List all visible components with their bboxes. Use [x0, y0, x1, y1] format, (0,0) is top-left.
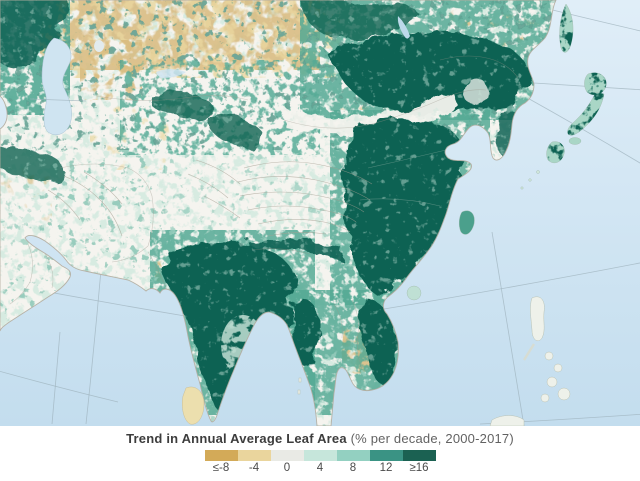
legend-class: 8 — [336, 450, 370, 474]
legend-class: 4 — [303, 450, 337, 474]
island-texture — [546, 4, 607, 163]
legend-swatch — [402, 450, 436, 461]
legend-swatch — [369, 450, 403, 461]
mindanao-island — [557, 387, 571, 401]
aral-sea — [94, 40, 104, 52]
legend-swatch — [303, 450, 337, 461]
visayas-islands — [544, 351, 554, 361]
visayas-islands — [553, 363, 563, 373]
legend-class: -4 — [237, 450, 271, 474]
islands — [182, 3, 607, 426]
relief-contours — [47, 159, 373, 237]
lake-baikal — [397, 16, 410, 39]
legend-label: ≤-8 — [212, 462, 230, 474]
legend-label: 12 — [379, 462, 393, 474]
ryukyu-islands — [528, 178, 532, 182]
legend-label: ≥16 — [409, 462, 429, 474]
luzon-island — [530, 296, 545, 341]
legend-swatch — [336, 450, 370, 461]
ryukyu-islands — [536, 170, 540, 174]
legend-title-bold: Trend in Annual Average Leaf Area — [126, 431, 347, 446]
legend-label: 0 — [283, 462, 291, 474]
legend-bar: ≤-8 -4 0 4 8 12 ≥16 — [0, 450, 640, 474]
pale-islands — [297, 296, 571, 426]
palawan-island — [522, 343, 536, 361]
hainan-island — [406, 285, 422, 301]
sri-lanka-island — [182, 386, 205, 425]
legend-swatch — [204, 450, 238, 461]
rivers — [359, 149, 447, 207]
vegetation-trend-map — [0, 0, 640, 426]
legend-class: ≥16 — [402, 450, 436, 474]
mindanao-island — [540, 393, 550, 403]
legend-band: Trend in Annual Average Leaf Area (% per… — [0, 426, 640, 481]
legend-class: ≤-8 — [204, 450, 238, 474]
borneo-tip — [489, 415, 525, 426]
legend-title-units: (% per decade, 2000-2017) — [350, 431, 514, 446]
legend-swatch — [237, 450, 271, 461]
ryukyu-islands — [520, 186, 524, 190]
legend-title: Trend in Annual Average Leaf Area (% per… — [0, 431, 640, 446]
caspian-sea — [41, 37, 72, 135]
legend-swatch — [270, 450, 304, 461]
taiwan-island — [459, 210, 475, 235]
mindanao-island — [546, 376, 558, 388]
andaman-islands — [297, 389, 301, 395]
legend-label: -4 — [248, 462, 260, 474]
legend-class: 12 — [369, 450, 403, 474]
lake-balkhash — [156, 69, 186, 78]
country-borders — [9, 55, 519, 369]
andaman-islands — [298, 377, 302, 383]
legend-label: 8 — [349, 462, 357, 474]
shikoku-island — [568, 137, 582, 145]
legend-class: 0 — [270, 450, 304, 474]
legend-label: 4 — [316, 462, 324, 474]
lakes — [29, 16, 410, 135]
